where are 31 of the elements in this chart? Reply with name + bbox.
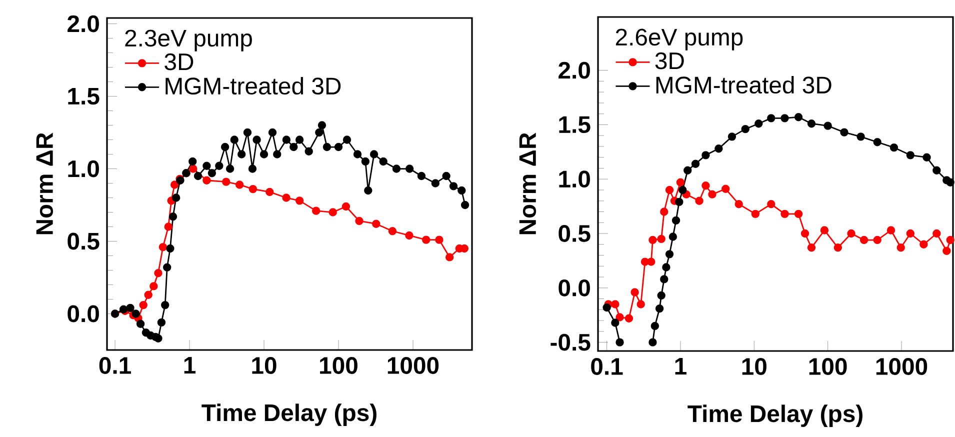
y-tick-label: 0.5 <box>558 225 590 242</box>
y-tick-label: -0.5 <box>550 334 590 351</box>
x-tick-label: 1000 <box>876 358 928 375</box>
legend-label: 3D <box>164 53 194 70</box>
x-tick-label: 0.1 <box>99 357 131 374</box>
y-tick-label: 2.0 <box>558 62 590 79</box>
x-tick-label: 1 <box>675 358 686 374</box>
y-axis-title: Norm ΔR <box>519 132 536 234</box>
x-tick-label: 0.1 <box>591 358 623 375</box>
y-tick-label: 1.0 <box>68 160 99 178</box>
x-tick-label: 1000 <box>388 357 439 374</box>
x-axis-title: Time Delay (ps) <box>688 404 862 427</box>
x-tick-label: 100 <box>809 358 847 375</box>
legend-label: MGM-treated 3D <box>166 77 341 95</box>
x-tick-label: 10 <box>252 357 276 374</box>
legend-title: 2.3eV pump <box>125 30 252 52</box>
x-tick-label: 100 <box>320 357 358 374</box>
x-tick-label: 1 <box>184 357 196 374</box>
y-tick-label: 1.5 <box>559 116 590 134</box>
y-tick-label: 0.0 <box>558 279 590 296</box>
legend-label: 3D <box>655 52 684 70</box>
y-tick-label: 1.5 <box>68 88 100 105</box>
y-tick-label: 0.0 <box>68 305 99 322</box>
legend-label: MGM-treated 3D <box>656 76 832 94</box>
y-axis-title: Norm ΔR <box>36 132 54 234</box>
legend-title: 2.6eV pump <box>616 28 743 50</box>
x-axis-title: Time Delay (ps) <box>202 404 376 426</box>
x-tick-label: 10 <box>742 358 766 375</box>
y-tick-label: 0.5 <box>68 232 100 250</box>
y-tick-label: 2.0 <box>68 15 99 32</box>
y-tick-label: 1.0 <box>559 170 590 188</box>
